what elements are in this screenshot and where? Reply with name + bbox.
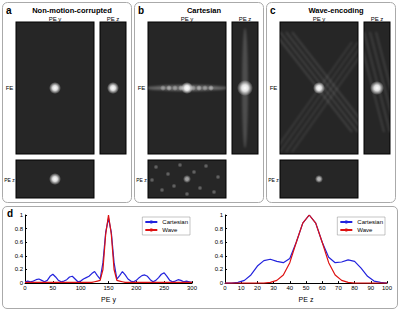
svg-text:150: 150 — [103, 285, 114, 291]
svg-text:1: 1 — [220, 212, 224, 218]
svg-text:30: 30 — [270, 285, 277, 291]
svg-text:c: c — [270, 5, 276, 16]
svg-text:Wave-encoding: Wave-encoding — [308, 6, 364, 15]
svg-text:Cartesian: Cartesian — [162, 219, 188, 225]
svg-text:0.4: 0.4 — [15, 253, 24, 259]
svg-text:80: 80 — [351, 285, 358, 291]
svg-text:PE z: PE z — [371, 16, 384, 22]
svg-text:300: 300 — [187, 285, 198, 291]
svg-text:a: a — [6, 5, 12, 16]
svg-text:PE z: PE z — [299, 296, 314, 303]
svg-text:b: b — [138, 5, 144, 16]
svg-text:Wave: Wave — [162, 227, 178, 233]
html-text:d: d — [7, 208, 14, 219]
svg-text:200: 200 — [131, 285, 142, 291]
svg-text:40: 40 — [286, 285, 293, 291]
svg-text:250: 250 — [159, 285, 170, 291]
svg-text:0: 0 — [219, 280, 223, 287]
svg-text:100: 100 — [382, 285, 393, 291]
svg-text:0.4: 0.4 — [215, 253, 224, 259]
svg-text:PE z: PE z — [268, 177, 279, 183]
svg-text:50: 50 — [49, 285, 56, 291]
svg-text:90: 90 — [367, 285, 374, 291]
svg-text:0.2: 0.2 — [15, 266, 24, 272]
svg-text:10: 10 — [238, 285, 245, 291]
svg-text:50: 50 — [303, 285, 310, 291]
svg-text:0.2: 0.2 — [215, 266, 224, 272]
svg-text:0.6: 0.6 — [15, 239, 24, 245]
svg-text:PE z: PE z — [107, 16, 120, 22]
svg-text:PE y: PE y — [181, 16, 194, 22]
svg-text:100: 100 — [76, 285, 87, 291]
svg-text:Wave: Wave — [357, 227, 373, 233]
svg-text:FE: FE — [138, 85, 146, 91]
svg-text:PE y: PE y — [49, 16, 62, 22]
svg-text:60: 60 — [319, 285, 326, 291]
svg-text:0.8: 0.8 — [215, 226, 224, 232]
svg-text:1: 1 — [20, 212, 24, 218]
svg-text:0.6: 0.6 — [215, 239, 224, 245]
svg-text:0: 0 — [23, 285, 27, 291]
svg-text:PE y: PE y — [101, 296, 116, 304]
svg-text:PE z: PE z — [239, 16, 252, 22]
svg-text:0: 0 — [19, 280, 23, 287]
svg-text:Non-motion-corrupted: Non-motion-corrupted — [32, 6, 112, 15]
svg-text:20: 20 — [254, 285, 261, 291]
svg-text:Cartesian: Cartesian — [187, 6, 222, 15]
svg-text:0: 0 — [223, 285, 227, 291]
svg-text:Cartesian: Cartesian — [357, 219, 383, 225]
svg-text:FE: FE — [270, 85, 278, 91]
svg-text:70: 70 — [335, 285, 342, 291]
svg-text:PE y: PE y — [313, 16, 326, 22]
svg-text:PE z: PE z — [4, 177, 15, 183]
svg-text:FE: FE — [6, 85, 14, 91]
svg-text:0.8: 0.8 — [15, 226, 24, 232]
svg-text:PE z: PE z — [136, 177, 147, 183]
